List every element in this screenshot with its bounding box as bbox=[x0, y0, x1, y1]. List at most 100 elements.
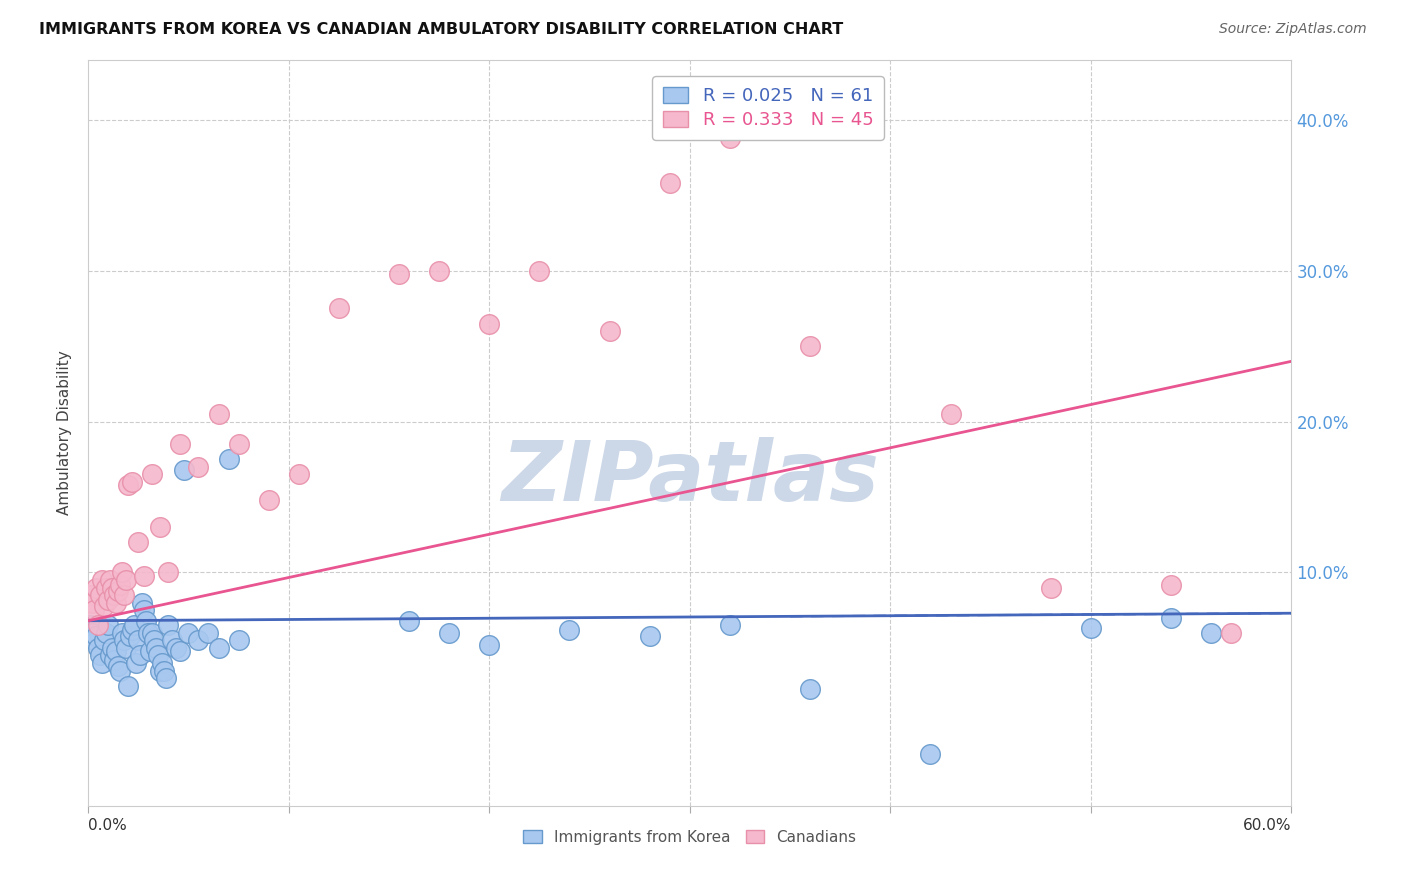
Point bbox=[207, 640, 229, 655]
Point bbox=[101, 640, 124, 655]
Text: ZIPatlas: ZIPatlas bbox=[501, 437, 879, 518]
Point bbox=[117, 679, 139, 693]
Point bbox=[718, 131, 741, 145]
Point bbox=[84, 629, 107, 643]
Point bbox=[79, 618, 101, 632]
Point bbox=[91, 573, 114, 587]
Point bbox=[1080, 621, 1102, 635]
Point bbox=[87, 618, 110, 632]
Point bbox=[187, 633, 209, 648]
Point bbox=[79, 588, 101, 602]
Point bbox=[155, 671, 177, 685]
Text: 60.0%: 60.0% bbox=[1243, 818, 1292, 833]
Point bbox=[87, 640, 110, 655]
Point bbox=[478, 317, 501, 331]
Point bbox=[143, 633, 166, 648]
Point bbox=[398, 614, 420, 628]
Point bbox=[638, 629, 661, 643]
Text: Source: ZipAtlas.com: Source: ZipAtlas.com bbox=[1219, 22, 1367, 37]
Point bbox=[83, 633, 105, 648]
Point bbox=[228, 633, 250, 648]
Point bbox=[127, 535, 149, 549]
Point bbox=[162, 633, 184, 648]
Point bbox=[98, 573, 121, 587]
Point bbox=[799, 681, 821, 696]
Point bbox=[558, 623, 581, 637]
Point bbox=[141, 625, 163, 640]
Text: 0.0%: 0.0% bbox=[89, 818, 127, 833]
Point bbox=[136, 625, 159, 640]
Point bbox=[131, 596, 153, 610]
Point bbox=[187, 459, 209, 474]
Point bbox=[89, 648, 111, 663]
Point bbox=[478, 638, 501, 652]
Point bbox=[115, 640, 138, 655]
Point bbox=[599, 324, 621, 338]
Point bbox=[98, 648, 121, 663]
Point bbox=[197, 625, 219, 640]
Point bbox=[112, 588, 135, 602]
Point bbox=[129, 648, 152, 663]
Point bbox=[117, 478, 139, 492]
Point bbox=[388, 267, 411, 281]
Point bbox=[93, 633, 115, 648]
Point bbox=[93, 599, 115, 613]
Point bbox=[96, 625, 118, 640]
Point bbox=[121, 623, 143, 637]
Point bbox=[120, 629, 142, 643]
Point bbox=[97, 592, 120, 607]
Point bbox=[427, 264, 450, 278]
Point bbox=[169, 644, 191, 658]
Point bbox=[173, 463, 195, 477]
Point bbox=[105, 644, 128, 658]
Point bbox=[111, 566, 134, 580]
Point bbox=[82, 625, 104, 640]
Point bbox=[97, 618, 120, 632]
Point bbox=[103, 588, 125, 602]
Text: IMMIGRANTS FROM KOREA VS CANADIAN AMBULATORY DISABILITY CORRELATION CHART: IMMIGRANTS FROM KOREA VS CANADIAN AMBULA… bbox=[39, 22, 844, 37]
Point bbox=[153, 664, 176, 678]
Point bbox=[150, 656, 173, 670]
Point bbox=[115, 573, 138, 587]
Legend: R = 0.025   N = 61, R = 0.333   N = 45: R = 0.025 N = 61, R = 0.333 N = 45 bbox=[652, 76, 884, 140]
Point bbox=[103, 653, 125, 667]
Point bbox=[135, 614, 157, 628]
Point bbox=[134, 568, 156, 582]
Point bbox=[139, 644, 162, 658]
Point bbox=[437, 625, 460, 640]
Point bbox=[141, 467, 163, 482]
Point bbox=[91, 656, 114, 670]
Point bbox=[89, 588, 111, 602]
Point bbox=[107, 659, 129, 673]
Point bbox=[110, 664, 132, 678]
Point bbox=[107, 583, 129, 598]
Point bbox=[148, 648, 170, 663]
Point bbox=[1039, 581, 1062, 595]
Point bbox=[110, 577, 132, 591]
Point bbox=[112, 633, 135, 648]
Point bbox=[718, 618, 741, 632]
Point bbox=[82, 596, 104, 610]
Point bbox=[125, 656, 148, 670]
Point bbox=[1220, 625, 1243, 640]
Point bbox=[529, 264, 551, 278]
Point bbox=[149, 520, 172, 534]
Point bbox=[287, 467, 309, 482]
Point bbox=[84, 581, 107, 595]
Point bbox=[83, 603, 105, 617]
Point bbox=[127, 633, 149, 648]
Y-axis label: Ambulatory Disability: Ambulatory Disability bbox=[58, 351, 72, 516]
Point bbox=[328, 301, 350, 316]
Point bbox=[105, 596, 128, 610]
Point bbox=[149, 664, 172, 678]
Point bbox=[257, 493, 280, 508]
Point bbox=[169, 437, 191, 451]
Point bbox=[157, 618, 180, 632]
Point bbox=[101, 581, 124, 595]
Point bbox=[121, 475, 143, 489]
Point bbox=[939, 407, 962, 421]
Point bbox=[111, 625, 134, 640]
Point bbox=[218, 452, 240, 467]
Point bbox=[658, 176, 681, 190]
Point bbox=[1160, 577, 1182, 591]
